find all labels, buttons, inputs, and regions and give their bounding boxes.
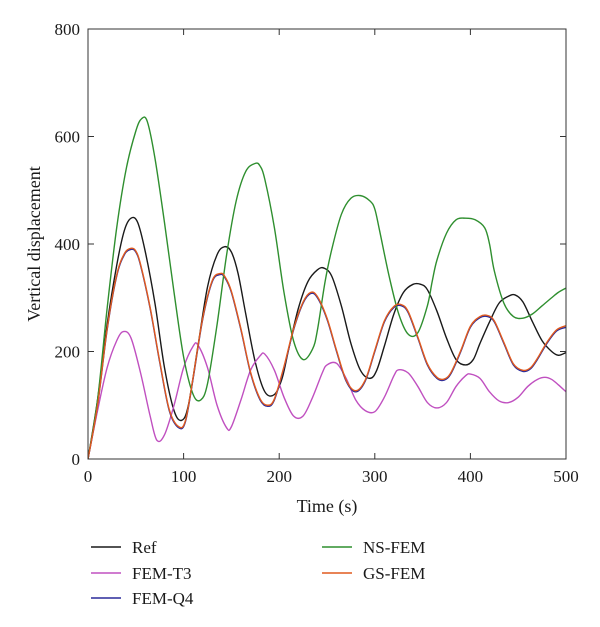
legend-label-ref: Ref: [132, 538, 157, 557]
axes: 0 100 200 300 400 500 0 200 400 600 800: [55, 20, 579, 486]
y-tick-label: 800: [55, 20, 81, 39]
series-line-gs-fem: [88, 247, 566, 459]
legend-label-ns-fem: NS-FEM: [363, 538, 425, 557]
y-tick-label: 200: [55, 343, 81, 362]
y-tick-label: 0: [72, 450, 81, 469]
x-axis-title: Time (s): [297, 496, 358, 517]
x-tick-label: 400: [458, 467, 484, 486]
legend-label-fem-q4: FEM-Q4: [132, 589, 194, 608]
y-tick-label: 600: [55, 128, 81, 147]
series-lines: [88, 116, 566, 459]
legend: Ref FEM-T3 FEM-Q4 NS-FEM GS-FEM: [91, 538, 425, 608]
series-line-ref: [88, 216, 566, 459]
series-line-fem-t3: [88, 330, 566, 459]
y-axis-title: Vertical displacement: [24, 166, 44, 321]
x-tick-label: 300: [362, 467, 388, 486]
legend-label-gs-fem: GS-FEM: [363, 564, 425, 583]
plot-area: [88, 116, 566, 459]
plot-frame: [87, 28, 567, 460]
series-line-ns-fem: [88, 116, 566, 459]
x-tick-label: 200: [266, 467, 292, 486]
x-tick-label: 100: [171, 467, 197, 486]
series-line-fem-q4: [88, 248, 566, 459]
x-tick-label: 500: [553, 467, 579, 486]
y-tick-label: 400: [55, 235, 81, 254]
legend-label-fem-t3: FEM-T3: [132, 564, 192, 583]
x-tick-label: 0: [84, 467, 93, 486]
